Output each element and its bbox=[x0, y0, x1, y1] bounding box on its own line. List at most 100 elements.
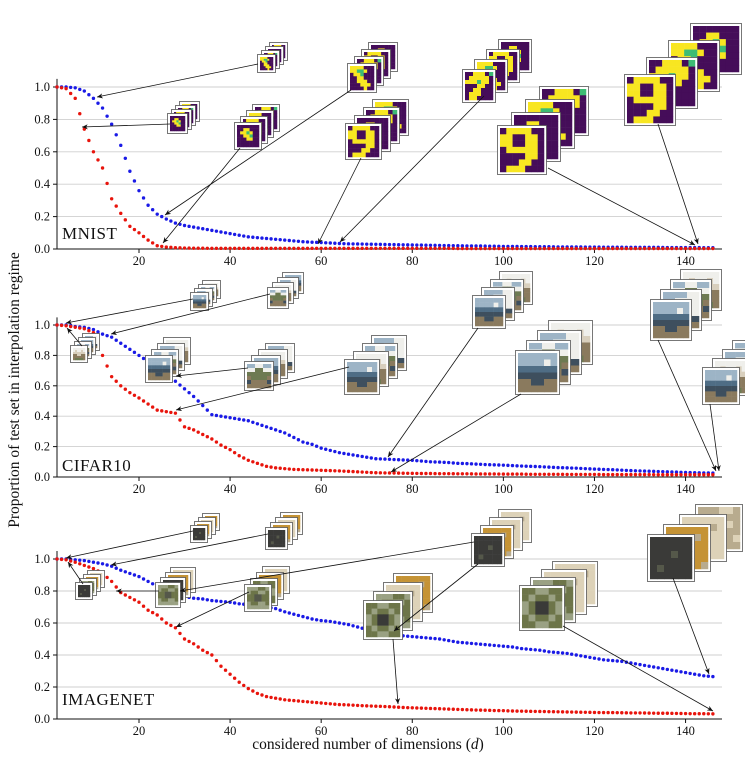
y-tick-label: 0.8 bbox=[34, 112, 50, 126]
y-tick-label: 0.6 bbox=[34, 145, 50, 159]
x-tick-label: 40 bbox=[224, 482, 237, 496]
annotation-arrow bbox=[110, 293, 271, 336]
x-tick-label: 40 bbox=[224, 254, 237, 268]
thumbnail-stack bbox=[234, 104, 280, 150]
y-tick-label: 0.8 bbox=[34, 584, 50, 598]
x-tick-label: 40 bbox=[224, 724, 237, 738]
y-tick-label: 1.0 bbox=[34, 552, 50, 566]
thumbnail-stack bbox=[347, 42, 398, 93]
panel-imagenet: 0.0 0.2 0.4 0.6 0.8 1.0 20 40 60 80 100 120 140 bbox=[34, 504, 743, 738]
x-axis-label-text: considered number of dimensions ( bbox=[252, 736, 471, 753]
panel-label-mnist: MNIST bbox=[62, 224, 118, 243]
annotation-arrow bbox=[96, 63, 259, 99]
annotation-arrow bbox=[390, 393, 522, 473]
y-tick-label: 0.2 bbox=[34, 440, 50, 454]
annotation-arrow bbox=[110, 533, 269, 567]
y-tick-label: 0.8 bbox=[34, 348, 50, 362]
annotation-arrow bbox=[339, 95, 485, 243]
annotation-arrow bbox=[393, 563, 479, 632]
thumbnail-stack bbox=[155, 567, 196, 608]
annotation-arrow bbox=[657, 339, 717, 472]
x-tick-label: 80 bbox=[406, 724, 419, 738]
y-tick-label: 1.0 bbox=[34, 80, 50, 94]
panel-mnist: 0.0 0.2 0.4 0.6 0.8 1.0 20 40 60 80 100 120 140 bbox=[34, 23, 742, 268]
thumbnail-stack bbox=[471, 509, 532, 567]
x-axis-label-variable: d bbox=[470, 736, 479, 753]
thumbnail-stack bbox=[244, 566, 290, 612]
thumbnail-stack bbox=[345, 99, 409, 160]
annotation-arrow bbox=[179, 541, 475, 593]
thumbnail-stack bbox=[190, 513, 220, 543]
y-tick-label: 0.4 bbox=[34, 648, 50, 662]
thumbnail-stack bbox=[647, 504, 743, 582]
series-red-dots bbox=[55, 323, 715, 477]
x-tick-label: 20 bbox=[133, 724, 146, 738]
y-tick-label: 0.2 bbox=[34, 210, 50, 224]
panel-label-imagenet: IMAGENET bbox=[62, 690, 155, 709]
x-tick-label: 120 bbox=[585, 482, 604, 496]
annotation-arrow bbox=[387, 327, 479, 458]
x-axis-label-suffix: ) bbox=[478, 736, 484, 753]
x-tick-label: 80 bbox=[406, 254, 419, 268]
x-tick-label: 140 bbox=[676, 724, 695, 738]
x-tick-label: 80 bbox=[406, 482, 419, 496]
y-tick-label: 0.6 bbox=[34, 616, 50, 630]
x-tick-label: 20 bbox=[133, 482, 146, 496]
x-tick-label: 140 bbox=[676, 482, 695, 496]
thumbnail-stack bbox=[472, 271, 533, 329]
annotation-arrow bbox=[164, 89, 352, 216]
x-tick-label: 20 bbox=[133, 254, 146, 268]
y-tick-label: 1.0 bbox=[34, 318, 50, 332]
thumbnail-stack bbox=[702, 340, 745, 405]
y-tick-label: 0.4 bbox=[34, 177, 50, 191]
thumbnail-stack bbox=[145, 337, 191, 383]
thumbnail-stack bbox=[363, 573, 433, 640]
thumbnail-stack bbox=[344, 335, 407, 395]
y-axis-label: Proportion of test set in interpolation … bbox=[6, 252, 23, 528]
thumbnail-stack bbox=[244, 343, 295, 391]
annotation-arrow bbox=[66, 327, 83, 347]
thumbnail-stack bbox=[70, 333, 100, 363]
annotation-arrow bbox=[547, 167, 696, 246]
x-tick-label: 60 bbox=[315, 482, 328, 496]
thumbnail-stack bbox=[497, 86, 589, 175]
annotation-arrow bbox=[672, 577, 710, 675]
x-axis-label: considered number of dimensions (d) bbox=[252, 736, 484, 754]
x-tick-label: 120 bbox=[585, 724, 604, 738]
annotation-arrow bbox=[562, 625, 714, 712]
thumbnail-stack bbox=[519, 561, 598, 631]
x-tick-label: 100 bbox=[494, 254, 513, 268]
y-tick-label: 0.0 bbox=[34, 470, 50, 484]
x-tick-label: 120 bbox=[585, 254, 604, 268]
annotation-arrow bbox=[392, 638, 401, 705]
annotation-arrow bbox=[67, 561, 84, 585]
annotation-arrow bbox=[65, 298, 194, 325]
thumbnail-stack bbox=[75, 570, 105, 600]
annotation-arrow bbox=[81, 123, 171, 130]
annotation-arrow bbox=[657, 123, 699, 245]
x-tick-label: 100 bbox=[494, 724, 513, 738]
annotation-arrow bbox=[175, 366, 350, 412]
y-tick-label: 0.6 bbox=[34, 379, 50, 393]
y-tick-label: 0.0 bbox=[34, 242, 50, 256]
thumbnail-stack bbox=[167, 101, 200, 134]
y-tick-label: 0.4 bbox=[34, 409, 50, 423]
annotation-arrow bbox=[709, 403, 721, 472]
panel-label-cifar10: CIFAR10 bbox=[62, 456, 132, 475]
thumbnail-stack bbox=[190, 280, 221, 311]
x-tick-label: 140 bbox=[676, 254, 695, 268]
thumbnail-stack bbox=[462, 39, 532, 103]
y-tick-label: 0.0 bbox=[34, 712, 50, 726]
thumbnail-stack bbox=[650, 269, 722, 341]
series-red-dots bbox=[55, 85, 715, 251]
annotation-arrow bbox=[175, 591, 250, 628]
x-tick-label: 100 bbox=[494, 482, 513, 496]
thumbnail-stack bbox=[267, 272, 304, 309]
panel-cifar10: 0.0 0.2 0.4 0.6 0.8 1.0 20 40 60 80 100 120 140 bbox=[34, 269, 745, 496]
thumbnail-stack bbox=[257, 42, 288, 73]
y-tick-label: 0.2 bbox=[34, 680, 50, 694]
x-tick-label: 60 bbox=[315, 254, 328, 268]
thumbnail-stack bbox=[515, 320, 593, 395]
